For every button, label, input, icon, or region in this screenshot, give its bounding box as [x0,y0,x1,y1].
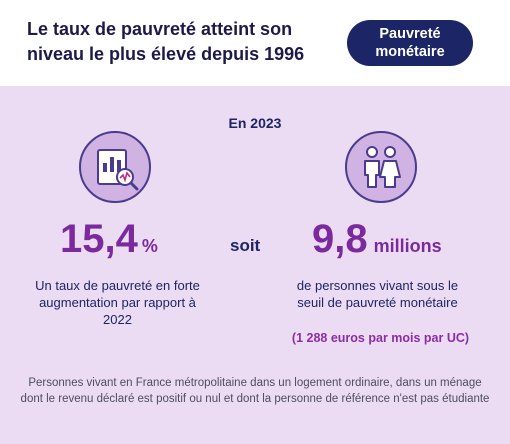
page-title: Le taux de pauvreté atteint son niveau l… [27,19,305,64]
people-icon [345,131,417,203]
poverty-rate-unit: % [141,236,158,256]
category-tag[interactable]: Pauvreté monétaire [347,20,473,66]
year-label: En 2023 [228,115,282,131]
poverty-threshold-detail: (1 288 euros par mois par UC) [291,331,470,345]
poverty-rate-value: 15,4 [60,217,138,261]
header: Le taux de pauvreté atteint son niveau l… [0,0,510,86]
people-count-unit: millions [373,236,442,256]
people-count-value: 9,8 [312,217,368,261]
connector-text: soit [230,236,261,255]
chart-report-icon [79,131,151,203]
stats-panel: En 2023 15,4% soit [0,86,510,444]
poverty-rate-stat: 15,4% [60,217,158,261]
people-count-description: de personnes vivant sous le seuil de pau… [296,278,459,310]
poverty-rate-description: Un taux de pauvreté en forte augmentatio… [35,278,200,327]
footnote: Personnes vivant en France métropolitain… [20,377,490,405]
people-count-stat: 9,8 millions [312,217,442,261]
